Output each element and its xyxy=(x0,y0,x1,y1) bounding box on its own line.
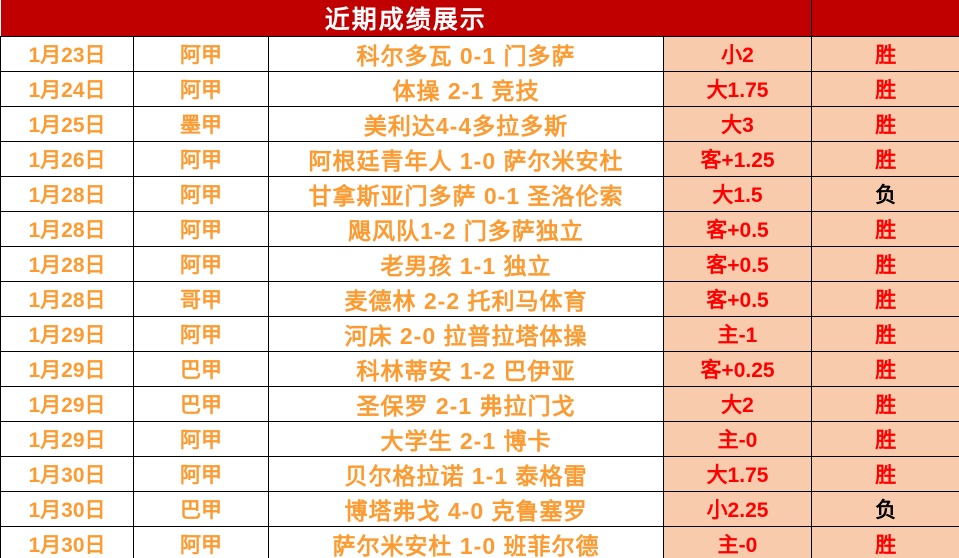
table-row: 1月29日 阿甲 大学生 2-1 博卡 主-0 胜 xyxy=(0,421,959,457)
league-cell: 阿甲 xyxy=(133,71,269,107)
league-cell: 巴甲 xyxy=(133,491,269,527)
date-cell: 1月29日 xyxy=(0,421,134,457)
date-cell: 1月28日 xyxy=(0,281,134,317)
table-row: 1月28日 哥甲 麦德林 2-2 托利马体育 客+0.5 胜 xyxy=(0,281,959,317)
table-row: 1月23日 阿甲 科尔多瓦 0-1 门多萨 小2 胜 xyxy=(0,36,959,72)
league-cell: 巴甲 xyxy=(133,386,269,422)
result-cell: 胜 xyxy=(811,351,959,387)
table-row: 1月30日 巴甲 博塔弗戈 4-0 克鲁塞罗 小2.25 负 xyxy=(0,491,959,527)
league-cell: 阿甲 xyxy=(133,141,269,177)
match-cell: 贝尔格拉诺 1-1 泰格雷 xyxy=(268,456,664,492)
match-cell: 圣保罗 2-1 弗拉门戈 xyxy=(268,386,664,422)
table-row: 1月28日 阿甲 甘拿斯亚门多萨 0-1 圣洛伦索 大1.5 负 xyxy=(0,176,959,212)
date-cell: 1月23日 xyxy=(0,36,134,72)
league-cell: 阿甲 xyxy=(133,316,269,352)
result-cell: 胜 xyxy=(811,421,959,457)
result-cell: 胜 xyxy=(811,246,959,282)
result-cell: 胜 xyxy=(811,281,959,317)
result-cell: 胜 xyxy=(811,36,959,72)
league-cell: 阿甲 xyxy=(133,456,269,492)
handicap-cell: 大2 xyxy=(662,386,813,422)
table-row: 1月30日 阿甲 贝尔格拉诺 1-1 泰格雷 大1.75 胜 xyxy=(0,456,959,492)
table-row: 1月24日 阿甲 体操 2-1 竞技 大1.75 胜 xyxy=(0,71,959,107)
handicap-cell: 客+0.5 xyxy=(662,211,813,247)
handicap-cell: 大3 xyxy=(662,106,813,142)
table-row: 1月29日 巴甲 科林蒂安 1-2 巴伊亚 客+0.25 胜 xyxy=(0,351,959,387)
match-cell: 河床 2-0 拉普拉塔体操 xyxy=(268,316,664,352)
match-cell: 美利达4-4多拉多斯 xyxy=(268,106,664,142)
handicap-cell: 大1.75 xyxy=(662,456,813,492)
date-cell: 1月30日 xyxy=(0,491,134,527)
date-cell: 1月28日 xyxy=(0,246,134,282)
handicap-cell: 小2 xyxy=(662,36,813,72)
table-row: 1月30日 阿甲 萨尔米安杜 1-0 班菲尔德 主-0 胜 xyxy=(0,526,959,558)
result-cell: 胜 xyxy=(811,211,959,247)
table-row: 1月26日 阿甲 阿根廷青年人 1-0 萨尔米安杜 客+1.25 胜 xyxy=(0,141,959,177)
league-cell: 阿甲 xyxy=(133,36,269,72)
result-cell: 胜 xyxy=(811,456,959,492)
league-cell: 巴甲 xyxy=(133,351,269,387)
handicap-cell: 客+0.5 xyxy=(662,246,813,282)
handicap-cell: 主-0 xyxy=(662,526,813,558)
match-cell: 博塔弗戈 4-0 克鲁塞罗 xyxy=(268,491,664,527)
league-cell: 阿甲 xyxy=(133,421,269,457)
date-cell: 1月24日 xyxy=(0,71,134,107)
table-title: 近期成绩展示 xyxy=(0,0,813,37)
league-cell: 阿甲 xyxy=(133,176,269,212)
date-cell: 1月30日 xyxy=(0,526,134,558)
match-cell: 科尔多瓦 0-1 门多萨 xyxy=(268,36,664,72)
date-cell: 1月28日 xyxy=(0,211,134,247)
date-cell: 1月29日 xyxy=(0,386,134,422)
match-cell: 体操 2-1 竞技 xyxy=(268,71,664,107)
handicap-cell: 客+1.25 xyxy=(662,141,813,177)
date-cell: 1月28日 xyxy=(0,176,134,212)
handicap-cell: 大1.5 xyxy=(662,176,813,212)
table-row: 1月28日 阿甲 老男孩 1-1 独立 客+0.5 胜 xyxy=(0,246,959,282)
date-cell: 1月29日 xyxy=(0,316,134,352)
match-cell: 大学生 2-1 博卡 xyxy=(268,421,664,457)
handicap-cell: 客+0.5 xyxy=(662,281,813,317)
table-row: 1月25日 墨甲 美利达4-4多拉多斯 大3 胜 xyxy=(0,106,959,142)
date-cell: 1月25日 xyxy=(0,106,134,142)
league-cell: 阿甲 xyxy=(133,526,269,558)
result-cell: 胜 xyxy=(811,526,959,558)
result-header-cell xyxy=(811,0,959,37)
table-row: 1月28日 阿甲 飓风队1-2 门多萨独立 客+0.5 胜 xyxy=(0,211,959,247)
result-cell: 胜 xyxy=(811,141,959,177)
result-cell: 胜 xyxy=(811,386,959,422)
match-cell: 麦德林 2-2 托利马体育 xyxy=(268,281,664,317)
handicap-cell: 主-0 xyxy=(662,421,813,457)
table-row: 1月29日 阿甲 河床 2-0 拉普拉塔体操 主-1 胜 xyxy=(0,316,959,352)
league-cell: 阿甲 xyxy=(133,246,269,282)
date-cell: 1月26日 xyxy=(0,141,134,177)
handicap-cell: 客+0.25 xyxy=(662,351,813,387)
match-cell: 阿根廷青年人 1-0 萨尔米安杜 xyxy=(268,141,664,177)
date-cell: 1月29日 xyxy=(0,351,134,387)
result-cell: 胜 xyxy=(811,106,959,142)
table-header-row: 近期成绩展示 xyxy=(0,0,959,37)
match-cell: 飓风队1-2 门多萨独立 xyxy=(268,211,664,247)
handicap-cell: 大1.75 xyxy=(662,71,813,107)
handicap-cell: 主-1 xyxy=(662,316,813,352)
handicap-cell: 小2.25 xyxy=(662,491,813,527)
result-cell: 负 xyxy=(811,491,959,527)
league-cell: 阿甲 xyxy=(133,211,269,247)
table-row: 1月29日 巴甲 圣保罗 2-1 弗拉门戈 大2 胜 xyxy=(0,386,959,422)
match-cell: 甘拿斯亚门多萨 0-1 圣洛伦索 xyxy=(268,176,664,212)
table-body: 1月23日 阿甲 科尔多瓦 0-1 门多萨 小2 胜 1月24日 阿甲 体操 2-1 竞技 大1… xyxy=(0,36,959,558)
league-cell: 墨甲 xyxy=(133,106,269,142)
match-cell: 萨尔米安杜 1-0 班菲尔德 xyxy=(268,526,664,558)
result-cell: 胜 xyxy=(811,316,959,352)
match-cell: 老男孩 1-1 独立 xyxy=(268,246,664,282)
result-cell: 负 xyxy=(811,176,959,212)
match-cell: 科林蒂安 1-2 巴伊亚 xyxy=(268,351,664,387)
result-cell: 胜 xyxy=(811,71,959,107)
league-cell: 哥甲 xyxy=(133,281,269,317)
date-cell: 1月30日 xyxy=(0,456,134,492)
